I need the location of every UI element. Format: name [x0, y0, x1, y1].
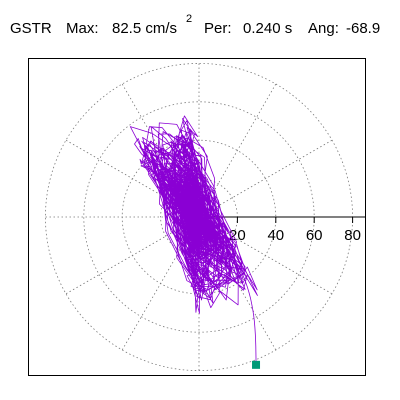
- grid-spoke-60: [198, 83, 277, 218]
- period-label: Per:: [204, 20, 232, 37]
- grid-spoke-240: [121, 216, 200, 351]
- orbit-end-marker: [252, 360, 261, 369]
- end-marker-group: [252, 360, 261, 369]
- orbit-trace-group: [129, 115, 258, 365]
- radial-tick-label-80: 80: [344, 227, 361, 244]
- orbit-plot-frame: 20 40 60 80: [28, 58, 366, 376]
- angle-label: Ang:: [308, 20, 339, 37]
- grid-spoke-150: [65, 139, 200, 218]
- max-label: Max:: [66, 20, 99, 37]
- grid-spoke-330: [198, 216, 333, 295]
- polar-grid: [44, 62, 354, 372]
- grid-spoke-30: [198, 139, 333, 218]
- angle-value: -68.9: [346, 20, 381, 37]
- orbit-trace: [129, 115, 258, 365]
- station-code: GSTR: [10, 20, 52, 37]
- grid-spoke-210: [65, 216, 200, 295]
- max-value: 82.5 cm/s: [112, 20, 178, 37]
- radial-tick-label-40: 40: [267, 227, 284, 244]
- radial-tick-label-60: 60: [306, 227, 323, 244]
- plot-header: GSTR Max: 82.5 cm/s 2 Per: 0.240 s Ang: …: [0, 0, 400, 48]
- orbit-plot: 20 40 60 80: [44, 62, 365, 372]
- max-units-exponent: 2: [186, 13, 193, 25]
- period-value: 0.240 s: [243, 20, 293, 37]
